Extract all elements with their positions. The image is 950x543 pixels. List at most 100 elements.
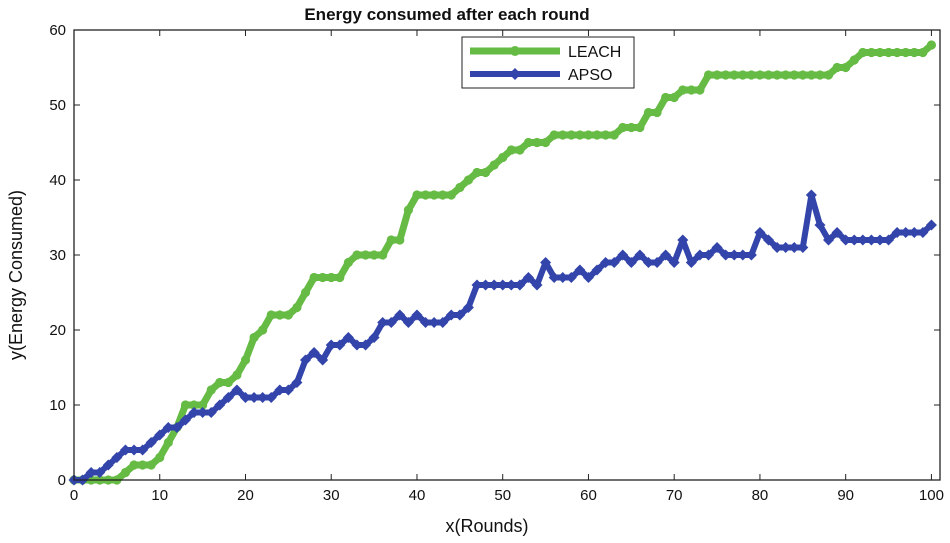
point-leach — [823, 70, 834, 80]
point-apso — [694, 249, 706, 261]
point-leach — [395, 235, 405, 245]
point-apso — [454, 309, 466, 321]
point-leach — [575, 130, 585, 140]
point-apso — [685, 257, 697, 268]
point-apso — [377, 317, 389, 328]
point-apso — [857, 234, 869, 246]
point-apso — [565, 272, 577, 283]
point-leach — [480, 167, 491, 178]
point-leach — [472, 167, 482, 178]
point-leach — [686, 85, 696, 95]
point-apso — [462, 302, 474, 313]
point-leach — [583, 130, 594, 140]
point-leach — [309, 272, 319, 283]
point-apso — [848, 234, 860, 246]
point-leach — [849, 55, 859, 65]
point-leach — [455, 182, 465, 193]
x-axis-label: x(Rounds) — [445, 516, 528, 536]
point-leach — [806, 70, 816, 80]
point-apso — [171, 422, 183, 433]
point-leach — [463, 175, 474, 185]
point-apso — [805, 189, 817, 201]
point-leach — [549, 130, 559, 140]
point-apso — [162, 422, 174, 433]
point-apso — [402, 317, 414, 328]
point-apso — [145, 437, 157, 448]
point-apso — [214, 399, 226, 411]
point-leach — [703, 70, 714, 80]
point-apso — [257, 392, 269, 403]
point-leach — [909, 47, 919, 58]
point-leach — [506, 145, 516, 155]
point-apso — [85, 467, 97, 478]
point-apso — [677, 234, 689, 246]
y-axis-label: y(Energy Consumed) — [6, 190, 26, 360]
point-apso — [668, 257, 680, 268]
y-tick-label: 10 — [49, 397, 66, 414]
point-leach — [378, 250, 388, 260]
point-leach — [489, 160, 499, 170]
point-apso — [514, 279, 526, 291]
point-apso — [317, 354, 329, 366]
point-leach — [601, 130, 611, 140]
point-leach — [918, 47, 928, 58]
point-leach — [498, 152, 508, 163]
point-leach — [755, 70, 765, 80]
point-leach — [815, 70, 825, 80]
point-leach — [712, 70, 722, 80]
point-leach — [129, 460, 139, 470]
point-apso — [197, 407, 209, 418]
legend-marker — [510, 46, 520, 56]
point-apso — [248, 392, 260, 403]
point-leach — [223, 377, 233, 388]
point-apso — [797, 242, 809, 253]
point-leach — [609, 130, 619, 140]
point-apso — [222, 392, 234, 403]
point-leach — [875, 47, 885, 58]
point-apso — [600, 257, 612, 268]
point-leach — [189, 400, 199, 410]
point-apso — [660, 249, 672, 261]
point-apso — [548, 272, 560, 283]
point-apso — [428, 317, 440, 328]
point-apso — [642, 257, 654, 268]
point-leach — [515, 145, 525, 155]
point-apso — [737, 249, 749, 261]
point-leach — [386, 235, 396, 245]
series-line-apso — [71, 192, 935, 483]
point-leach — [746, 70, 756, 80]
point-apso — [471, 279, 483, 291]
point-apso — [745, 249, 757, 261]
point-leach — [858, 47, 868, 58]
series-apso — [68, 189, 937, 486]
point-leach — [412, 190, 422, 200]
point-apso — [505, 279, 517, 291]
point-apso — [94, 467, 106, 478]
point-leach — [137, 460, 148, 470]
point-apso — [908, 227, 920, 238]
point-apso — [385, 317, 397, 328]
point-leach — [343, 257, 353, 268]
point-apso — [291, 377, 303, 388]
point-apso — [179, 414, 191, 426]
point-apso — [754, 227, 766, 238]
point-leach — [661, 92, 671, 103]
point-apso — [119, 444, 131, 456]
point-leach — [420, 190, 431, 200]
point-apso — [239, 392, 251, 403]
point-apso — [702, 249, 714, 261]
point-leach — [832, 62, 842, 73]
point-apso — [325, 339, 337, 351]
point-apso — [300, 354, 312, 366]
chart-title: Energy consumed after each round — [304, 5, 589, 24]
point-leach — [763, 70, 774, 80]
point-leach — [695, 85, 705, 95]
point-leach — [592, 130, 602, 140]
y-tick-label: 40 — [49, 172, 66, 189]
legend: LEACH APSO — [461, 36, 635, 89]
legend-marker — [509, 68, 521, 80]
x-tick-label: 50 — [494, 487, 511, 504]
point-leach — [258, 325, 268, 335]
point-leach — [926, 40, 937, 50]
point-leach — [643, 107, 654, 118]
